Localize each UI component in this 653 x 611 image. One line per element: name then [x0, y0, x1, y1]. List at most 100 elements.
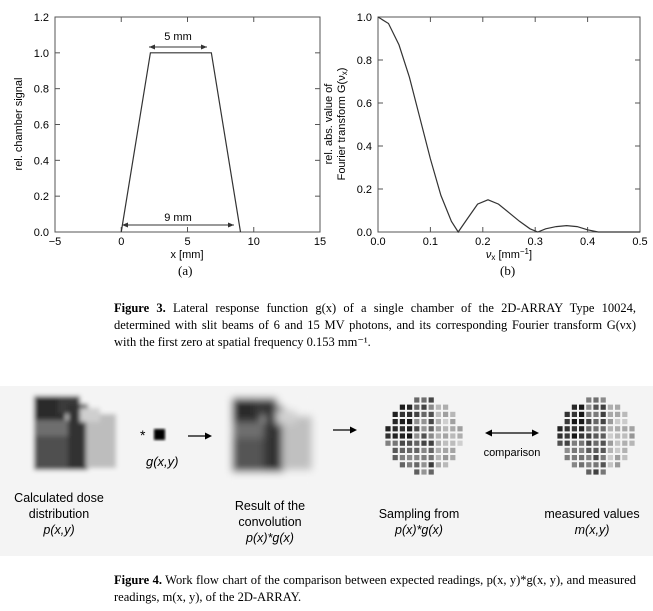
- sample-dot: [593, 440, 599, 446]
- sample-dot: [414, 404, 420, 410]
- sample-dot: [615, 455, 621, 461]
- figure3-caption-label: Figure 3.: [114, 301, 166, 315]
- figure4-caption-text: Work flow chart of the comparison betwee…: [114, 573, 637, 604]
- sample-dot: [615, 440, 621, 446]
- dose-distribution-image: [28, 392, 120, 484]
- sample-dot: [428, 462, 434, 468]
- left-ytick-label: 0.8: [34, 84, 49, 96]
- sample-dot: [622, 411, 628, 417]
- sample-dot: [428, 426, 434, 432]
- sample-dot: [629, 433, 635, 439]
- bottom-arrow-left-head: [122, 222, 128, 228]
- sample-dot: [399, 447, 405, 453]
- sample-dot: [600, 447, 606, 453]
- sample-dot: [586, 411, 592, 417]
- sample-dot: [600, 433, 606, 439]
- sample-dot: [399, 426, 405, 432]
- left-xtick-label: 5: [184, 236, 190, 248]
- sample-dot: [414, 462, 420, 468]
- right-ytick-label: 1.0: [357, 12, 372, 24]
- sample-dot: [443, 411, 449, 417]
- sample-dot: [622, 455, 628, 461]
- sample-dot: [450, 440, 456, 446]
- sample-dot: [385, 433, 391, 439]
- samp-line2: p(x)*g(x): [395, 523, 443, 537]
- right-xtick-label: 0.1: [423, 236, 438, 248]
- sample-dot: [414, 419, 420, 425]
- sample-dot: [443, 433, 449, 439]
- conv-line3: p(x)*g(x): [246, 531, 294, 545]
- sample-dot: [428, 455, 434, 461]
- sample-dot: [457, 426, 463, 432]
- sample-dot: [428, 447, 434, 453]
- convolution-result-image: [224, 394, 316, 486]
- left-ytick-label: 0.6: [34, 120, 49, 132]
- sample-dot: [421, 404, 427, 410]
- sample-dot: [421, 426, 427, 432]
- sample-dot: [443, 462, 449, 468]
- left-ylabel: rel. chamber signal: [13, 78, 25, 171]
- sample-dot: [593, 433, 599, 439]
- sample-dot: [435, 447, 441, 453]
- arrow-2-head: [350, 426, 357, 434]
- sample-dot: [435, 411, 441, 417]
- sample-dot: [450, 455, 456, 461]
- sample-dot: [557, 433, 563, 439]
- sample-dot: [622, 426, 628, 432]
- sample-dot: [450, 411, 456, 417]
- calc-line1: Calculated dose: [14, 491, 104, 505]
- sample-dot: [399, 419, 405, 425]
- sample-dot: [579, 440, 585, 446]
- sample-dot: [571, 455, 577, 461]
- sample-dot: [586, 397, 592, 403]
- sample-dot: [392, 440, 398, 446]
- sample-dot: [428, 419, 434, 425]
- figure3-charts: 0.0 0.2 0.4 0.6 0.8 1.0 1.2 −5 0 5 10 15 5 mm 9 mm…: [13, 12, 648, 262]
- sample-dot: [615, 462, 621, 468]
- label-measured: measured values m(x,y): [533, 506, 651, 538]
- right-ytick-label: 0.4: [357, 141, 372, 153]
- sample-dot: [586, 404, 592, 410]
- sample-dot: [622, 447, 628, 453]
- left-ytick-label: 0.2: [34, 191, 49, 203]
- comparison-label: comparison: [484, 447, 541, 459]
- sample-dot: [435, 404, 441, 410]
- figure4-caption: Figure 4. Work flow chart of the compari…: [114, 572, 636, 606]
- sample-dot: [564, 433, 570, 439]
- right-xlabel: νx [mm−1]: [486, 247, 532, 262]
- sample-dot: [586, 455, 592, 461]
- left-ytick-label: 1.2: [34, 12, 49, 24]
- conv-line1: Result of the: [234, 499, 306, 513]
- arrow-1-head: [205, 432, 212, 440]
- sample-dot: [607, 404, 613, 410]
- sample-dot: [435, 419, 441, 425]
- sample-dot: [579, 433, 585, 439]
- sample-dot: [443, 426, 449, 432]
- sample-dot: [414, 426, 420, 432]
- sample-dot: [450, 419, 456, 425]
- sample-dot: [579, 426, 585, 432]
- sample-dot: [607, 419, 613, 425]
- sample-dot: [414, 447, 420, 453]
- sample-dot: [557, 426, 563, 432]
- sample-dot: [407, 411, 413, 417]
- sample-dot: [579, 411, 585, 417]
- left-ytick-label: 0.0: [34, 227, 49, 239]
- left-xlabel: x [mm]: [171, 249, 204, 261]
- calc-line2: distribution: [28, 507, 90, 521]
- sample-dot: [586, 447, 592, 453]
- sample-dot: [435, 455, 441, 461]
- sample-dot: [579, 447, 585, 453]
- sample-dot: [586, 426, 592, 432]
- sample-dot: [607, 440, 613, 446]
- left-ytick-label: 0.4: [34, 155, 49, 167]
- sample-dot: [399, 404, 405, 410]
- sample-dot: [457, 433, 463, 439]
- sample-dot: [421, 469, 427, 475]
- sample-dot: [571, 411, 577, 417]
- sample-dot: [392, 426, 398, 432]
- right-xtick-label: 0.5: [632, 236, 647, 248]
- right-xtick-label: 0.3: [528, 236, 543, 248]
- sample-dot: [586, 469, 592, 475]
- sublabel-b: (b): [500, 263, 516, 278]
